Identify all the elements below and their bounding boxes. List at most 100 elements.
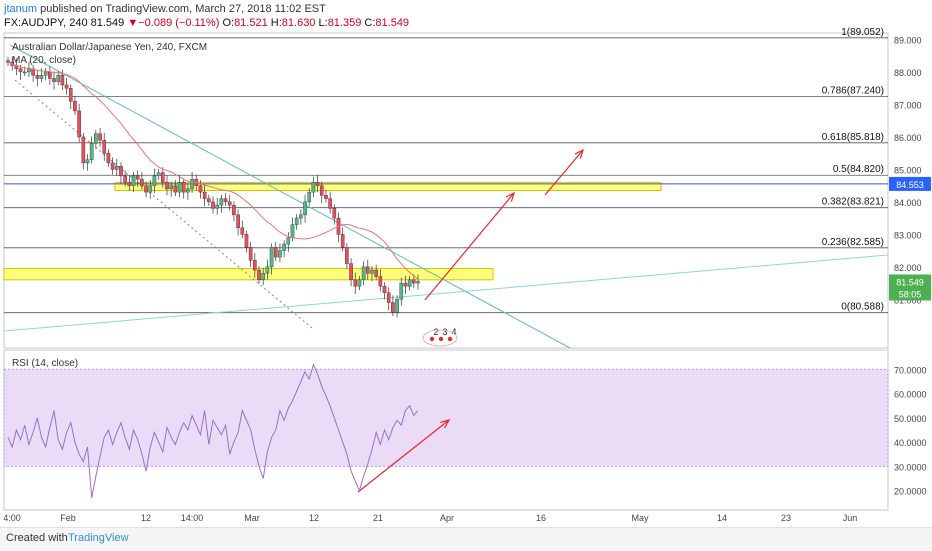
high-value: 81.630: [281, 17, 316, 29]
support-zone: [114, 181, 662, 191]
candle-body: [365, 266, 370, 274]
rsi-tick-label: 60.0000: [894, 390, 927, 400]
candle-body: [94, 133, 98, 144]
tradingview-logo[interactable]: TradingView: [68, 532, 129, 544]
candle-body: [119, 165, 123, 177]
candle-body: [106, 152, 111, 164]
candle-body: [148, 185, 153, 193]
fib-level-label: 0.382(83.821): [822, 197, 884, 208]
price-tick-label: 82.000: [894, 263, 922, 273]
close-label: C:: [364, 17, 376, 29]
candle-body: [127, 182, 132, 186]
price-tick-label: 87.000: [894, 100, 922, 110]
main-series-legend: Australian Dollar/Japanese Yen, 240, FXC…: [12, 42, 207, 53]
level-price-badge: [889, 176, 931, 191]
candle-body: [261, 273, 266, 281]
time-tick-label: 14:00: [181, 513, 204, 523]
wave-label: 3: [442, 327, 447, 337]
candle-body: [181, 182, 186, 193]
candle-body: [307, 191, 312, 203]
trendline-down: [9, 44, 571, 349]
rsi-legend: RSI (14, close): [12, 358, 78, 369]
candle-body: [374, 269, 378, 277]
candle-body: [52, 78, 56, 82]
candle-body: [386, 292, 391, 303]
candle-body: [319, 185, 324, 196]
footer: Created with TradingView: [0, 527, 932, 551]
candle-body: [156, 172, 161, 177]
projection-arrow-2-head: [574, 148, 584, 159]
candle-body: [299, 214, 303, 219]
time-tick-label: 16: [536, 513, 546, 523]
wave-label: 4: [451, 327, 456, 337]
candle-body: [81, 136, 86, 164]
candle-body: [144, 185, 148, 193]
candle-body: [240, 227, 245, 235]
published-text: published on TradingView.com, March 27, …: [40, 3, 326, 15]
candle-body: [169, 185, 173, 190]
candle-body: [265, 266, 270, 274]
candle-body: [56, 75, 61, 82]
candle-body: [60, 75, 65, 86]
candle-body: [173, 185, 178, 193]
chart-canvas[interactable]: 89.000 88.000 87.000 86.000 85.000 84.000 83.0…: [0, 0, 932, 527]
candle-body: [165, 182, 169, 190]
candle-body: [236, 214, 240, 229]
symbol-info: FX:AUDJPY, 240 81.549 ▼−0.089 (−0.11%) O…: [4, 17, 409, 29]
candle-body: [370, 269, 374, 274]
candle-body: [68, 88, 73, 102]
time-tick-label: 14: [717, 513, 727, 523]
time-tick-label: 12: [141, 513, 151, 523]
candle-body: [223, 198, 228, 203]
candle-body: [315, 182, 320, 186]
candle-body: [186, 188, 190, 193]
projection-arrow-head: [505, 191, 515, 202]
price-tick-label: 85.000: [894, 165, 922, 175]
candle-body: [282, 243, 286, 251]
candle-body: [382, 286, 387, 293]
projection-arrow: [424, 192, 515, 301]
ma-legend: MA (20, close): [12, 55, 76, 66]
candle-body: [395, 299, 399, 313]
wave-marker: [438, 336, 444, 342]
candle-body: [77, 110, 81, 138]
change-value: −0.089 (−0.11%): [138, 17, 220, 29]
candle-body: [328, 198, 332, 209]
candle-body: [102, 139, 107, 154]
rsi-band: [3, 368, 889, 467]
candle-body: [160, 172, 165, 183]
projection-arrow-2: [544, 149, 584, 196]
candle-body: [177, 182, 182, 193]
candle-body: [407, 279, 412, 287]
time-tick-label: 12: [309, 513, 319, 523]
last-price-badge: [889, 274, 931, 301]
publish-info: jtanum published on TradingView.com, Mar…: [4, 3, 326, 15]
rsi-tick-label: 20.0000: [894, 487, 927, 497]
rsi-tick-label: 50.0000: [894, 414, 927, 424]
candle-body: [391, 302, 395, 313]
rsi-divergence-arrow-head: [440, 419, 451, 429]
time-tick-label: Jun: [843, 513, 858, 523]
candle-body: [98, 133, 102, 141]
candle-body: [114, 165, 119, 170]
candle-body: [89, 143, 94, 160]
candle-body: [198, 185, 203, 193]
time-tick-label: 21: [373, 513, 383, 523]
candle-body: [290, 224, 295, 238]
candle-body: [416, 281, 420, 284]
candle-body: [202, 191, 207, 199]
candle-body: [43, 71, 48, 76]
candle-body: [345, 247, 349, 264]
fib-level-label: 0.618(85.818): [822, 132, 884, 143]
time-tick-label: Apr: [440, 513, 454, 523]
author-link[interactable]: jtanum: [4, 3, 38, 15]
low-value: 81.359: [327, 17, 362, 29]
open-label: O:: [222, 17, 235, 29]
last-price-label: 81.549: [896, 277, 924, 287]
trendline-up: [3, 254, 889, 332]
price-tick-label: 84.000: [894, 198, 922, 208]
price-tick-label: 83.000: [894, 230, 922, 240]
bar-timer-label: 58:05: [899, 289, 922, 299]
candle-body: [378, 276, 383, 287]
level-price-label: 84.553: [896, 180, 924, 190]
